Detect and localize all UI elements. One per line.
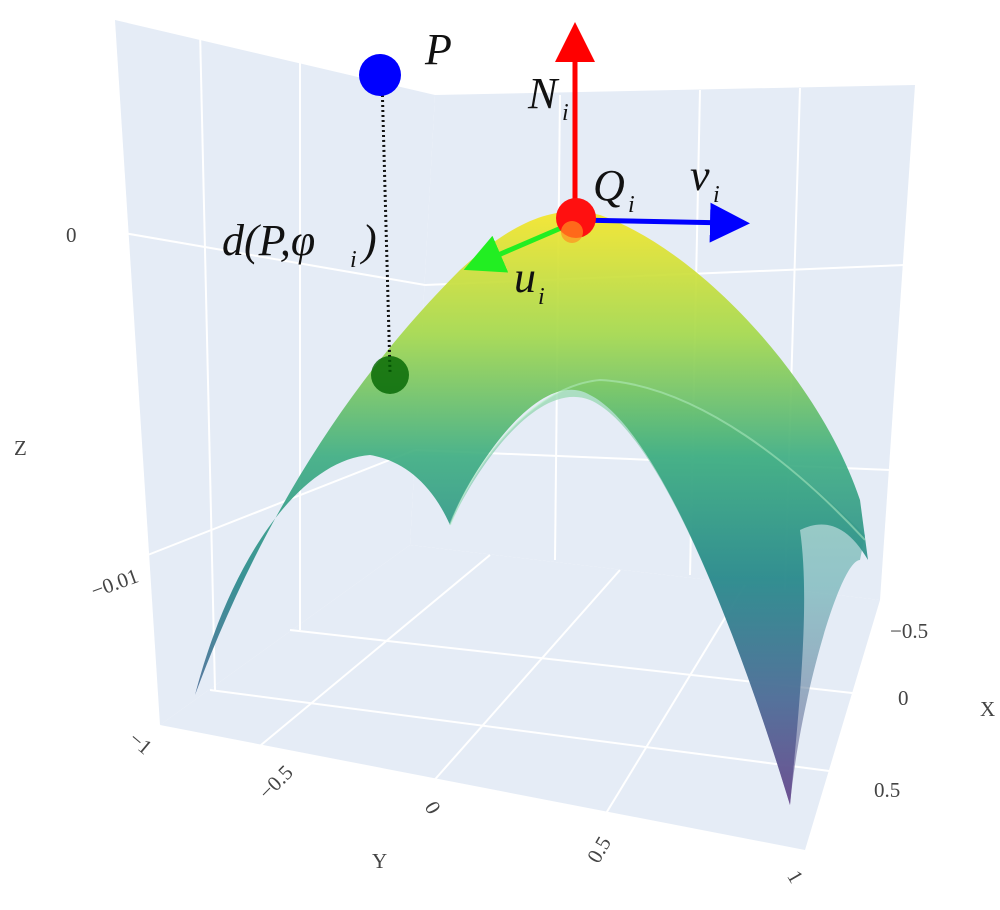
point-q-shadow — [561, 221, 583, 243]
label-u: u — [514, 253, 536, 302]
label-distance-sub: i — [350, 247, 357, 273]
projection-point — [371, 356, 409, 394]
x-tick-label: 0 — [898, 686, 909, 710]
y-tick-label: −1 — [124, 727, 157, 760]
y-axis-title: Y — [372, 849, 387, 873]
distance-line — [380, 79, 392, 373]
label-v: v — [690, 151, 710, 200]
label-distance-end: ) — [359, 216, 377, 265]
label-u-sub: i — [538, 284, 545, 310]
point-p — [359, 54, 401, 96]
x-tick-label: −0.5 — [890, 619, 928, 643]
label-n: N — [527, 69, 560, 118]
y-tick-label: −0.5 — [254, 760, 298, 804]
label-p: P — [424, 25, 452, 74]
label-distance: d(P,φ — [222, 216, 315, 265]
z-axis-title: Z — [14, 436, 27, 460]
surface-ridge — [449, 378, 866, 541]
y-tick-label: 0.5 — [582, 832, 616, 867]
y-tick-label: 0 — [420, 797, 446, 818]
yz-pane — [115, 20, 435, 725]
z-tick-label: −0.01 — [88, 564, 142, 603]
x-axis-title: X — [980, 697, 995, 721]
z-tick-label: 0 — [66, 223, 77, 247]
surface-front — [195, 211, 868, 806]
surface — [195, 211, 868, 806]
v-vector — [574, 202, 750, 243]
floor-pane — [160, 545, 880, 850]
label-q: Q — [593, 161, 625, 210]
label-v-sub: i — [713, 182, 720, 208]
label-n-sub: i — [562, 100, 569, 126]
y-tick-label: 1 — [782, 866, 808, 887]
label-q-sub: i — [628, 192, 635, 218]
x-tick-label: 0.5 — [874, 778, 900, 802]
